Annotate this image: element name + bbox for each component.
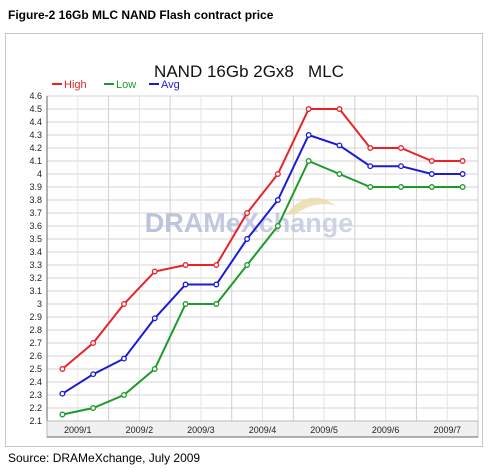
data-point-low xyxy=(274,223,281,229)
data-point-high xyxy=(151,268,158,275)
legend-label-low: Low xyxy=(116,79,136,91)
data-point-low xyxy=(336,171,343,177)
chart-title: NAND 16Gb 2Gx8 MLC xyxy=(154,62,344,81)
data-point-low xyxy=(428,184,435,190)
x-tick-label: 2009/2 xyxy=(126,425,154,435)
data-point-low xyxy=(182,301,189,307)
y-tick-label: 3.6 xyxy=(29,221,42,231)
data-point-avg xyxy=(398,163,404,170)
data-point-high xyxy=(274,171,281,177)
data-point-high xyxy=(459,158,466,164)
series-line-low xyxy=(62,159,463,416)
x-tick-label: 2009/6 xyxy=(372,425,400,435)
data-point-low xyxy=(121,392,127,398)
data-point-low xyxy=(213,301,220,307)
watermark-swoosh-icon xyxy=(286,197,336,215)
data-point-high xyxy=(90,340,97,346)
data-point-high xyxy=(428,158,435,164)
data-point-avg xyxy=(428,171,435,177)
y-tick-label: 2.8 xyxy=(29,325,42,335)
data-point-high xyxy=(182,262,189,268)
x-tick-label: 2009/3 xyxy=(187,425,215,435)
y-tick-label: 3.8 xyxy=(29,195,42,205)
data-point-avg xyxy=(244,236,251,242)
data-point-low xyxy=(90,405,97,411)
y-tick-label: 4.2 xyxy=(29,143,42,153)
data-point-high xyxy=(213,262,220,268)
y-tick-label: 2.5 xyxy=(29,364,42,374)
data-point-high xyxy=(305,106,312,112)
data-point-avg xyxy=(90,371,97,378)
y-tick-label: 2.9 xyxy=(29,312,42,322)
y-tick-label: 3.4 xyxy=(29,247,42,257)
data-point-avg xyxy=(59,390,66,397)
data-point-low xyxy=(151,366,158,372)
y-tick-label: 3.7 xyxy=(29,208,42,218)
data-point-high xyxy=(121,301,127,307)
data-point-avg xyxy=(151,315,158,322)
legend-label-avg: Avg xyxy=(161,79,180,91)
data-point-low xyxy=(305,158,312,164)
y-tick-label: 3.9 xyxy=(29,182,42,192)
y-tick-label: 2.6 xyxy=(29,351,42,361)
data-point-avg xyxy=(182,281,189,288)
source-note: Source: DRAMeXchange, July 2009 xyxy=(8,451,201,465)
series-line-high xyxy=(61,108,463,370)
data-point-high xyxy=(398,145,404,151)
data-point-low xyxy=(244,262,251,268)
figure-title: Figure-2 16Gb MLC NAND Flash contract pr… xyxy=(8,8,274,22)
data-point-low xyxy=(59,411,66,418)
data-point-avg xyxy=(459,171,466,177)
y-tick-label: 4.6 xyxy=(29,91,42,101)
x-tick-label: 2009/1 xyxy=(64,425,92,435)
y-tick-label: 2.7 xyxy=(29,338,42,348)
y-tick-label: 3.3 xyxy=(29,260,42,270)
data-point-avg xyxy=(274,197,281,203)
y-tick-label: 3.5 xyxy=(29,234,42,244)
x-tick-label: 2009/5 xyxy=(310,425,338,435)
legend-label-high: High xyxy=(64,79,87,91)
data-point-avg xyxy=(121,355,127,362)
y-tick-label: 2.2 xyxy=(29,403,42,413)
y-tick-label: 2.4 xyxy=(29,377,42,387)
data-point-low xyxy=(367,184,374,190)
data-point-avg xyxy=(213,281,220,288)
data-point-high xyxy=(59,366,66,372)
y-tick-label: 4.4 xyxy=(29,117,42,127)
data-point-high xyxy=(367,145,374,151)
data-point-high xyxy=(244,210,251,216)
data-point-avg xyxy=(336,142,343,149)
y-tick-label: 4.3 xyxy=(29,130,42,140)
data-point-avg xyxy=(367,163,374,170)
x-tick-label: 2009/4 xyxy=(249,425,277,435)
y-tick-label: 4.1 xyxy=(29,156,42,166)
y-tick-label: 3.1 xyxy=(29,286,42,296)
y-tick-label: 4 xyxy=(37,169,42,179)
series-line-avg xyxy=(61,133,463,395)
data-point-low xyxy=(398,184,404,190)
y-tick-label: 3.2 xyxy=(29,273,42,283)
data-point-high xyxy=(336,106,343,112)
data-point-low xyxy=(459,184,466,190)
x-tick-label: 2009/7 xyxy=(433,425,461,435)
y-tick-label: 3 xyxy=(37,299,42,309)
y-tick-label: 2.3 xyxy=(29,390,42,400)
data-point-avg xyxy=(305,132,312,138)
y-tick-label: 2.1 xyxy=(29,416,42,426)
y-tick-label: 4.5 xyxy=(29,104,42,114)
